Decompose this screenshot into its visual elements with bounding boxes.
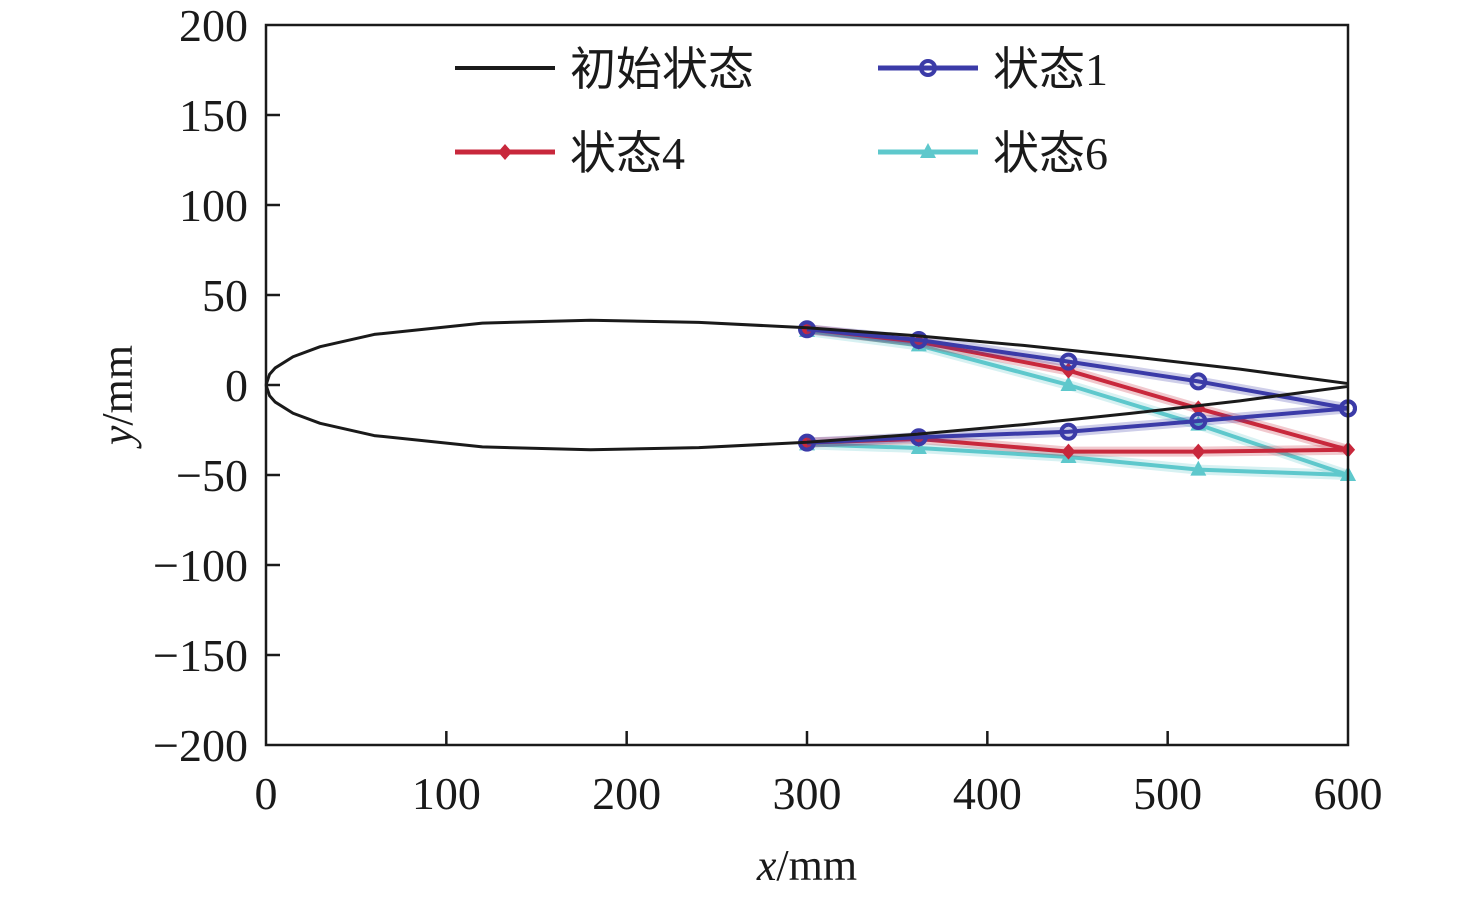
series-1-point — [909, 331, 928, 349]
series-0-upper-line — [264, 318, 1349, 386]
series-3 — [799, 322, 1356, 481]
series-3-point — [1190, 460, 1207, 476]
y-tick-label: 150 — [179, 90, 248, 141]
legend: 初始状态 状态1 状态4 状态6 — [455, 44, 1108, 179]
series-1-point — [1059, 422, 1078, 441]
y-tick-label: −150 — [153, 630, 248, 681]
x-tick-label: 500 — [1133, 768, 1202, 819]
y-axis-var: y — [93, 425, 142, 449]
y-tick-label: −200 — [153, 720, 248, 771]
series-0-lower-line — [264, 384, 1349, 452]
series-1-upper-line — [806, 327, 1349, 411]
x-axis-var: x — [756, 841, 777, 890]
legend-label: 初始状态 — [570, 44, 754, 95]
series-layer — [264, 318, 1357, 481]
series-1 — [798, 320, 1357, 452]
y-tick-label: 50 — [202, 270, 248, 321]
series-1-lower-line — [806, 406, 1349, 445]
x-tick-label: 600 — [1314, 768, 1383, 819]
legend-marker-icon — [498, 144, 512, 160]
ticks-layer: 0 100 200 300 400 500 600200150100500−50−100−1… — [153, 0, 1382, 819]
y-axis-label: y/mm — [93, 345, 142, 449]
series-1-point — [1189, 412, 1208, 430]
legend-label: 状态6 — [993, 128, 1108, 179]
series-1-point — [909, 428, 928, 447]
series-1-point — [1059, 352, 1078, 371]
y-tick-label: −100 — [153, 540, 248, 591]
y-tick-label: 0 — [225, 360, 248, 411]
x-tick-label: 400 — [953, 768, 1022, 819]
legend-item-2: 状态4 — [455, 128, 685, 179]
series-2-point — [1191, 443, 1206, 460]
legend-item-3: 状态6 — [878, 128, 1108, 179]
x-tick-label: 100 — [412, 768, 481, 819]
series-1-point — [1189, 372, 1208, 391]
y-tick-label: 200 — [179, 0, 248, 51]
y-axis-unit: /mm — [93, 345, 142, 426]
y-tick-label: 100 — [179, 180, 248, 231]
plot-frame — [264, 23, 1350, 747]
series-0 — [264, 318, 1349, 452]
legend-marker-icon — [920, 143, 936, 158]
x-tick-label: 0 — [255, 768, 278, 819]
series-2-point — [1061, 443, 1076, 460]
legend-item-0: 初始状态 — [455, 44, 754, 95]
y-tick-label: −50 — [176, 450, 248, 501]
x-tick-label: 300 — [773, 768, 842, 819]
legend-label: 状态1 — [993, 44, 1108, 95]
x-axis-label: x/mm — [756, 841, 857, 890]
legend-label: 状态4 — [570, 128, 685, 179]
x-axis-unit: /mm — [776, 841, 857, 890]
legend-item-1: 状态1 — [878, 44, 1108, 95]
x-tick-label: 200 — [592, 768, 661, 819]
legend-marker-icon — [919, 59, 937, 77]
series-3-point — [1060, 376, 1077, 391]
